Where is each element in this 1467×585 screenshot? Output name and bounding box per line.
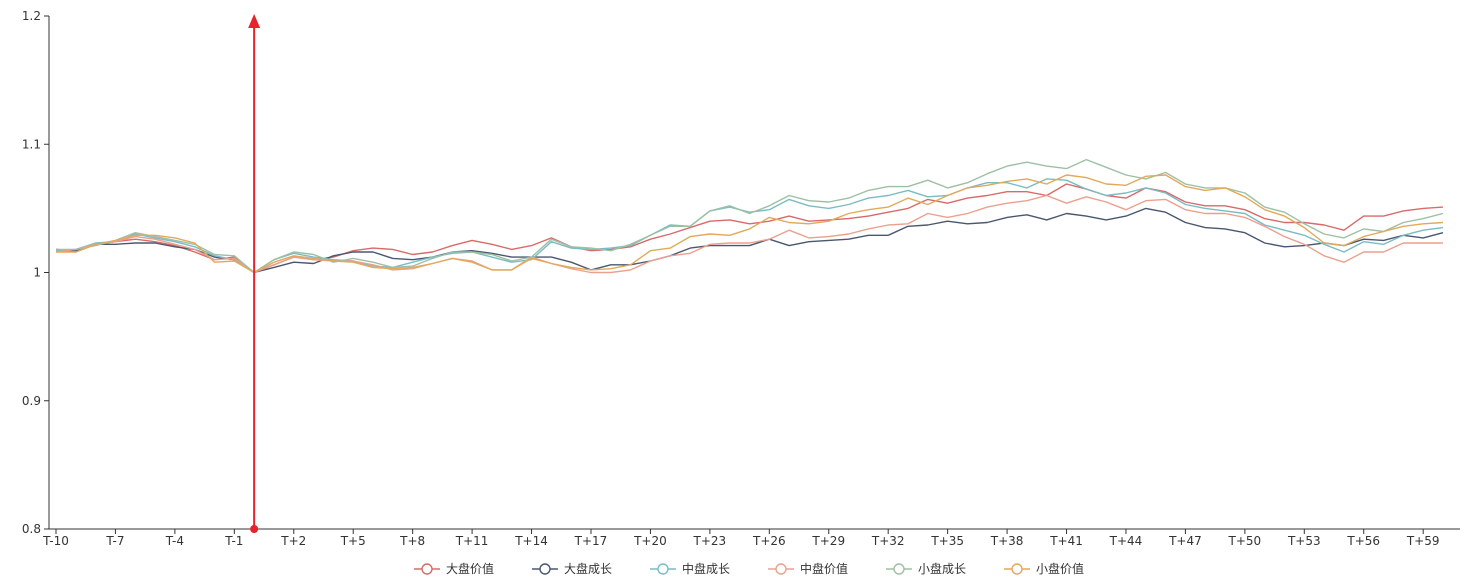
legend: 大盘价值 大盘成长 中盘成长 中盘价值 小盘成长 小盘价值 — [414, 561, 1084, 576]
x-tick-label: T+38 — [990, 534, 1024, 548]
x-tick-label: T+29 — [811, 534, 845, 548]
legend-item[interactable]: 中盘价值 — [768, 561, 848, 576]
x-tick-label: T-7 — [105, 534, 124, 548]
legend-item[interactable]: 小盘成长 — [886, 561, 966, 576]
y-axis-ticks: 0.8 0.9 1 1.1 1.2 — [22, 9, 49, 536]
x-tick-label: T+50 — [1228, 534, 1262, 548]
legend-label: 大盘成长 — [564, 561, 612, 576]
x-tick-label: T+2 — [280, 534, 306, 548]
event-arrowhead — [248, 14, 261, 28]
event-marker — [248, 14, 261, 533]
legend-marker — [539, 563, 551, 575]
legend-item[interactable]: 大盘价值 — [414, 561, 494, 576]
series-line-3 — [55, 178, 1444, 274]
x-axis-ticks: T-10 T-7 T-4 T-1 T+2 T+5 T+8 T+11 T+14 T+17 T+20 T+… — [42, 529, 1440, 548]
x-tick-label: T+56 — [1346, 534, 1380, 548]
x-tick-label: T+35 — [930, 534, 964, 548]
legend-label: 中盘成长 — [682, 561, 730, 576]
y-tick-label: 0.9 — [22, 394, 41, 408]
x-tick-label: T+41 — [1049, 534, 1083, 548]
x-tick-label: T+20 — [633, 534, 667, 548]
x-tick-label: T-1 — [224, 534, 243, 548]
legend-marker — [421, 563, 433, 575]
x-tick-label: T+14 — [514, 534, 548, 548]
x-tick-label: T+47 — [1168, 534, 1202, 548]
x-tick-label: T-10 — [42, 534, 69, 548]
y-tick-label: 0.8 — [22, 522, 41, 536]
series-line-4 — [55, 194, 1443, 274]
y-tick-label: 1.1 — [22, 137, 41, 151]
x-tick-label: T+59 — [1406, 534, 1440, 548]
y-tick-label: 1 — [33, 266, 41, 280]
series-line-2 — [55, 207, 1444, 274]
legend-item[interactable]: 大盘成长 — [532, 561, 612, 576]
legend-marker — [775, 563, 787, 575]
x-tick-label: T+17 — [574, 534, 608, 548]
x-tick-label: T+23 — [693, 534, 727, 548]
legend-label: 小盘价值 — [1036, 561, 1084, 576]
x-tick-label: T+26 — [752, 534, 786, 548]
x-tick-label: T+32 — [871, 534, 905, 548]
series-line-5 — [56, 158, 1444, 274]
legend-item[interactable]: 小盘价值 — [1004, 561, 1084, 576]
x-tick-label: T+8 — [399, 534, 425, 548]
legend-label: 中盘价值 — [800, 561, 848, 576]
x-tick-label: T-4 — [165, 534, 184, 548]
legend-marker — [893, 563, 905, 575]
event-dot — [250, 525, 259, 533]
legend-marker — [657, 563, 669, 575]
x-tick-label: T+53 — [1287, 534, 1321, 548]
y-tick-label: 1.2 — [22, 9, 41, 23]
series-layer — [55, 158, 1444, 274]
legend-marker — [1011, 563, 1023, 575]
legend-item[interactable]: 中盘成长 — [650, 561, 730, 576]
x-tick-label: T+11 — [455, 534, 489, 548]
x-tick-label: T+44 — [1109, 534, 1143, 548]
legend-label: 小盘成长 — [918, 561, 966, 576]
x-tick-label: T+5 — [340, 534, 366, 548]
axes: 0.8 0.9 1 1.1 1.2 T-10 T-7 T-4 T-1 T+2 T+5 T+8 T+11… — [22, 9, 1460, 548]
series-line-6 — [56, 174, 1444, 274]
legend-label: 大盘价值 — [446, 561, 494, 576]
